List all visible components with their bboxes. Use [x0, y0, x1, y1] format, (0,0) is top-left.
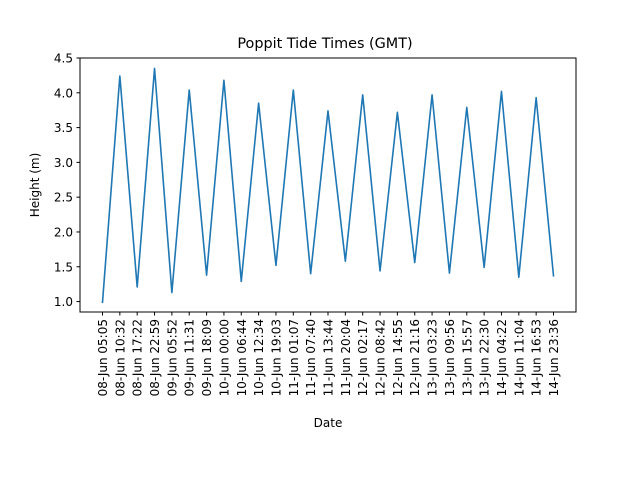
data-point: [483, 266, 485, 268]
data-point: [414, 262, 416, 264]
x-tick-label: 08-Jun 10:32: [113, 319, 127, 396]
data-point: [310, 273, 312, 275]
y-tick-label: 1.0: [54, 295, 73, 309]
data-point: [188, 89, 190, 91]
x-tick-label: 08-Jun 17:22: [131, 319, 145, 396]
data-point: [431, 94, 433, 96]
x-tick-label: 10-Jun 00:00: [217, 319, 231, 396]
y-axis-label: Height (m): [28, 153, 42, 218]
x-tick-label: 13-Jun 03:23: [426, 319, 440, 396]
data-point: [119, 75, 121, 77]
data-point: [223, 79, 225, 81]
data-point: [275, 264, 277, 266]
x-axis: 08-Jun 05:05 08-Jun 10:32 08-Jun 17:22 08-J…: [96, 312, 561, 396]
data-point: [553, 275, 555, 277]
y-tick-label: 1.5: [54, 260, 73, 274]
data-point: [154, 67, 156, 69]
x-tick-label: 14-Jun 23:36: [547, 319, 561, 396]
x-tick-label: 12-Jun 02:17: [356, 319, 370, 396]
x-tick-label: 11-Jun 20:04: [339, 319, 353, 396]
x-tick-label: 14-Jun 04:22: [495, 319, 509, 396]
x-tick-label: 10-Jun 12:34: [252, 319, 266, 396]
y-tick-label: 2.5: [54, 191, 73, 205]
plot-area: [101, 67, 555, 304]
data-point: [136, 286, 138, 288]
x-tick-label: 09-Jun 18:09: [200, 319, 214, 396]
y-tick-label: 3.5: [54, 121, 73, 135]
x-tick-label: 11-Jun 13:44: [322, 319, 336, 396]
data-point: [396, 111, 398, 113]
y-tick-label: 2.0: [54, 225, 73, 239]
data-point: [466, 106, 468, 108]
x-tick-label: 14-Jun 11:04: [512, 319, 526, 396]
y-tick-label: 4.5: [54, 52, 73, 66]
x-tick-label: 11-Jun 01:07: [287, 319, 301, 396]
x-tick-label: 09-Jun 05:52: [165, 319, 179, 396]
y-axis: 1.0 1.5 2.0 2.5 3.0 3.5 4.0 4.5: [54, 52, 80, 309]
data-point: [379, 270, 381, 272]
x-tick-label: 13-Jun 22:30: [478, 319, 492, 396]
data-point: [206, 274, 208, 276]
data-point: [327, 110, 329, 112]
x-tick-label: 08-Jun 22:59: [148, 319, 162, 396]
x-tick-label: 10-Jun 06:44: [235, 319, 249, 396]
data-point: [448, 272, 450, 274]
x-tick-label: 08-Jun 05:05: [96, 319, 110, 396]
data-point: [102, 301, 104, 303]
data-point: [292, 89, 294, 91]
plot-frame: [79, 57, 577, 313]
data-point: [171, 292, 173, 294]
data-point: [258, 102, 260, 104]
series-line: [101, 67, 555, 304]
data-point: [500, 90, 502, 92]
chart-title: Poppit Tide Times (GMT): [237, 36, 412, 52]
x-tick-label: 10-Jun 19:03: [269, 319, 283, 396]
x-axis-label: Date: [314, 416, 343, 430]
data-point: [240, 280, 242, 282]
x-tick-label: 12-Jun 08:42: [374, 319, 388, 396]
x-tick-label: 12-Jun 14:55: [391, 319, 405, 396]
data-point: [362, 94, 364, 96]
y-tick-label: 4.0: [54, 86, 73, 100]
x-tick-label: 13-Jun 15:57: [460, 319, 474, 396]
y-tick-label: 3.0: [54, 156, 73, 170]
x-tick-label: 13-Jun 09:56: [443, 319, 457, 396]
data-point: [344, 260, 346, 262]
data-point: [518, 276, 520, 278]
data-point: [535, 97, 537, 99]
x-tick-label: 14-Jun 16:53: [530, 319, 544, 396]
x-tick-label: 12-Jun 21:16: [408, 319, 422, 396]
x-tick-label: 09-Jun 11:31: [183, 319, 197, 396]
x-tick-label: 11-Jun 07:40: [304, 319, 318, 396]
